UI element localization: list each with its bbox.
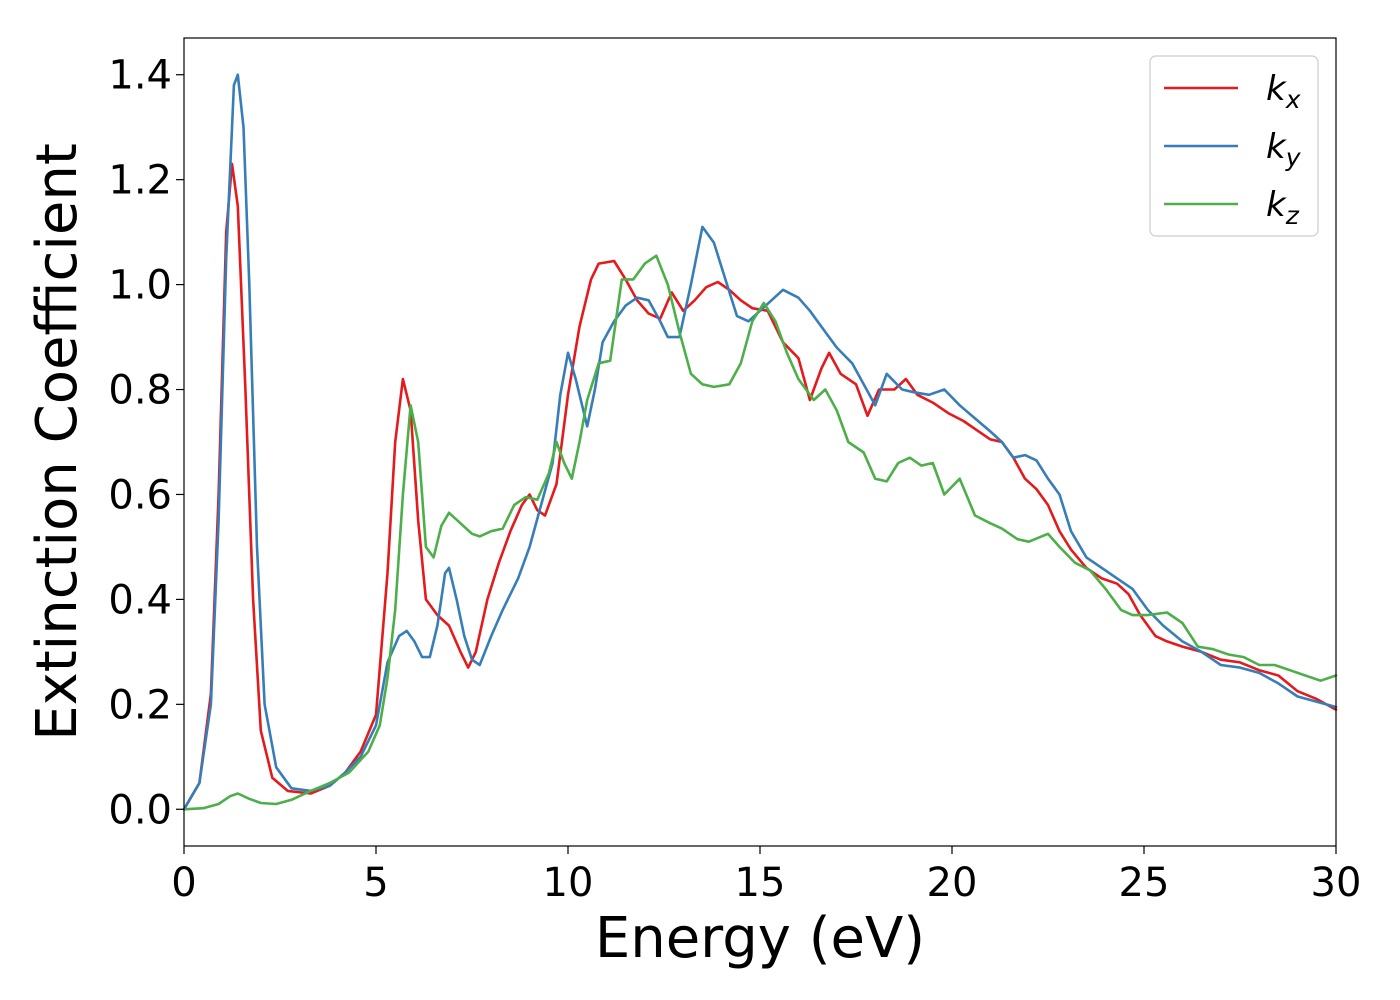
y-tick-label: 0.4 [108,577,172,623]
y-tick-label: 0.6 [108,472,172,518]
y-tick-label: 0.0 [108,787,172,833]
y-tick-label: 0.8 [108,368,172,414]
y-tick-label: 1.4 [108,53,172,99]
series-line-ky [182,73,1338,811]
y-tick-label: 1.2 [108,158,172,204]
x-tick-label: 10 [543,860,594,906]
series-line-kx [182,162,1338,811]
series-line-kz [182,254,1338,811]
legend-label-subscript: z [1285,201,1300,230]
x-tick-label: 5 [363,860,388,906]
x-tick-label: 0 [171,860,196,906]
series-layer [182,73,1338,811]
legend-label-kx: kx [1266,69,1301,114]
legend-label-subscript: y [1285,143,1302,172]
y-tick-label: 1.0 [108,263,172,309]
x-tick-label: 15 [735,860,786,906]
legend-label-subscript: x [1285,85,1301,114]
x-tick-label: 25 [1119,860,1170,906]
x-axis-ticks: 0 5 10 15 20 25 30 [171,846,1361,906]
x-axis-label: Energy (eV) [595,906,925,971]
y-tick-label: 0.2 [108,682,172,728]
y-axis-ticks: 0.0 0.2 0.4 0.6 0.8 1.0 1.2 1.4 [108,53,184,833]
x-tick-label: 20 [927,860,978,906]
legend-label-base: k [1266,185,1287,225]
legend-label-ky: ky [1266,127,1302,172]
legend-label-base: k [1266,127,1287,167]
x-tick-label: 30 [1311,860,1362,906]
y-axis-label: Extinction Coefficient [25,143,90,741]
legend-label-kz: kz [1266,185,1300,230]
legend-label-base: k [1266,69,1287,109]
